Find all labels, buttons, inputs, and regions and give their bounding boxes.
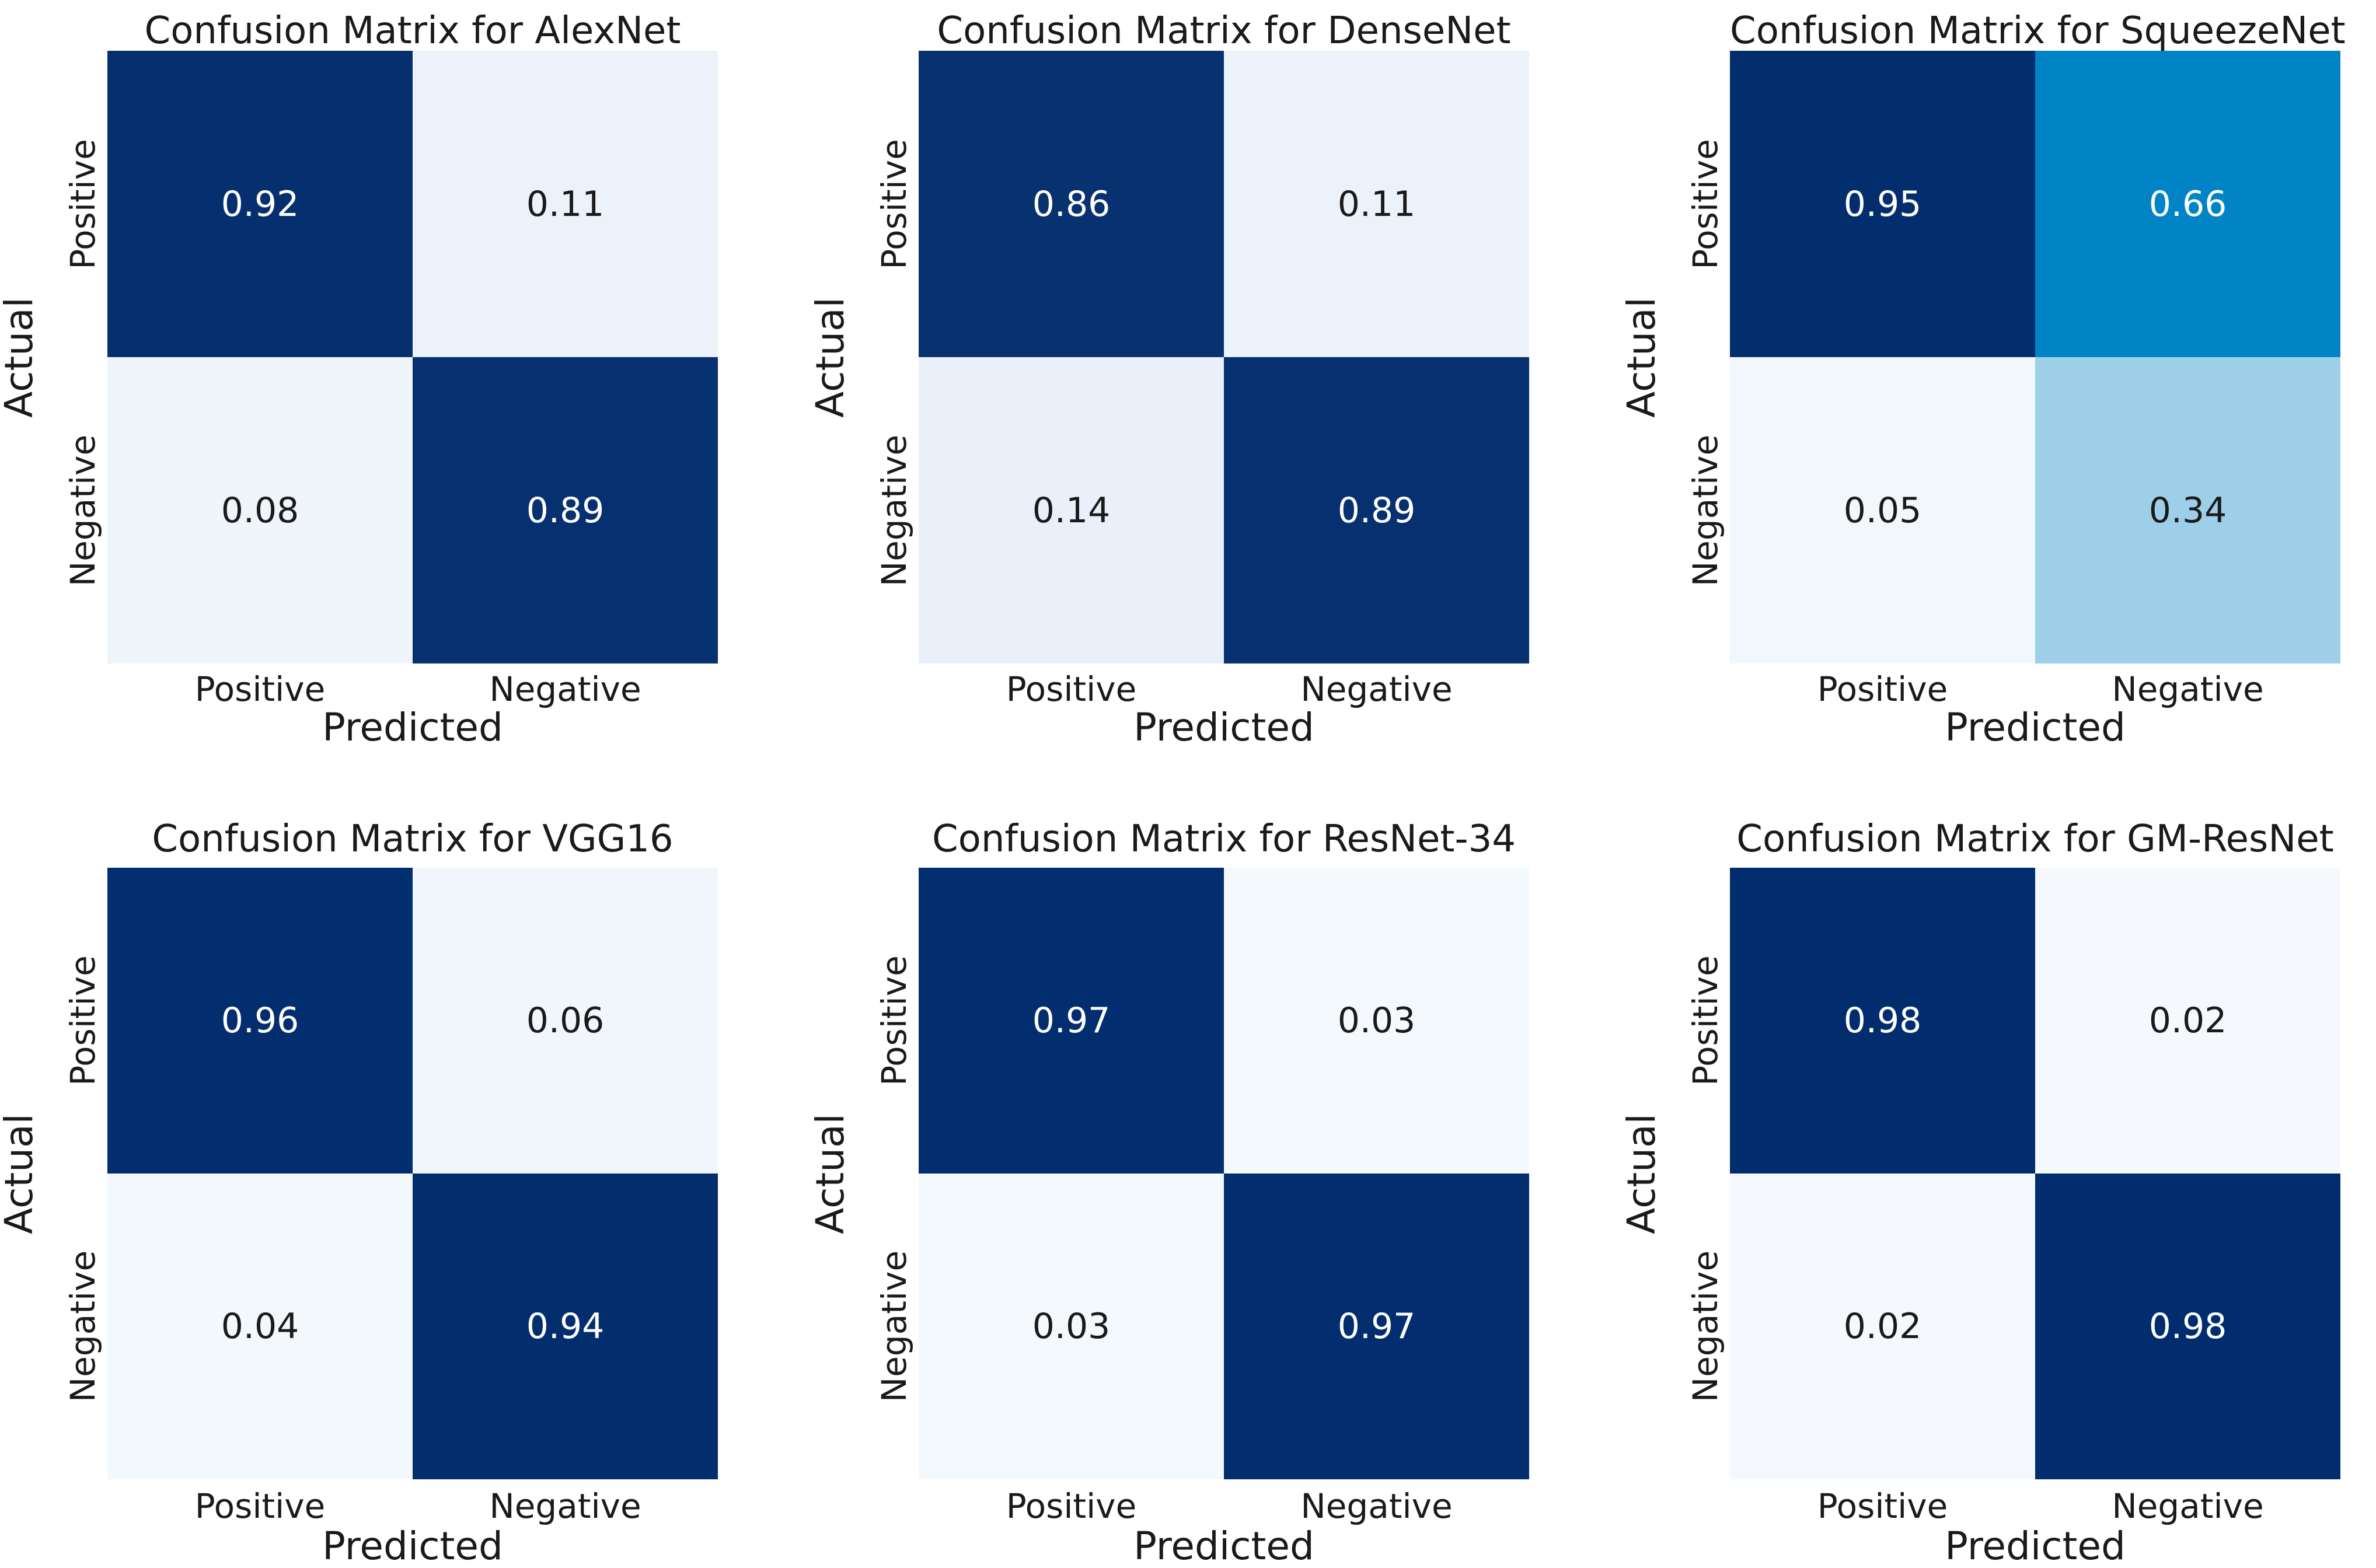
y-tick-positive: Positive [63,955,103,1086]
y-axis-label: Actual [1618,296,1664,418]
cell-neg-neg: 0.98 [2035,1174,2340,1479]
x-axis-ticks: Positive Negative [107,671,718,707]
cell-pos-pos: 0.96 [107,868,413,1174]
y-axis-label: Actual [0,1113,41,1234]
cell-pos-pos: 0.86 [919,51,1224,357]
x-tick-positive: Positive [1006,669,1137,709]
x-axis-ticks: Positive Negative [919,1488,1529,1524]
subplot-title: Confusion Matrix for DenseNet [937,9,1511,53]
y-axis-ticks: Positive Negative [873,51,915,663]
heatmap-grid: 0.86 0.11 0.14 0.89 [919,51,1529,663]
y-tick-negative: Negative [63,1250,103,1403]
y-tick-negative: Negative [1686,1250,1726,1403]
y-tick-positive: Positive [63,138,103,270]
y-axis-ticks: Positive Negative [62,51,104,663]
cell-pos-neg: 0.66 [2035,51,2340,357]
heatmap-grid: 0.96 0.06 0.04 0.94 [107,868,718,1479]
subplot-title: Confusion Matrix for ResNet-34 [931,818,1516,861]
subplot-vgg16: Confusion Matrix for VGG16 Actual Positi… [0,784,792,1568]
subplot-alexnet: Confusion Matrix for AlexNet Actual Posi… [0,0,792,784]
y-axis-label: Actual [1618,1113,1664,1234]
heatmap-grid: 0.98 0.02 0.02 0.98 [1730,868,2340,1479]
cell-pos-pos: 0.95 [1730,51,2035,357]
x-axis-label: Predicted [1945,705,2126,750]
subplot-title: Confusion Matrix for GM-ResNet [1736,818,2334,861]
cell-neg-neg: 0.97 [1224,1174,1529,1479]
x-axis-ticks: Positive Negative [1730,1488,2340,1524]
y-tick-negative: Negative [1686,434,1726,586]
heatmap-grid: 0.97 0.03 0.03 0.97 [919,868,1529,1479]
y-axis-ticks: Positive Negative [1684,868,1726,1479]
cell-pos-pos: 0.98 [1730,868,2035,1174]
cell-pos-neg: 0.06 [413,868,718,1174]
y-axis-label: Actual [807,1113,853,1234]
cell-neg-neg: 0.94 [413,1174,718,1479]
subplot-gm-resnet: Confusion Matrix for GM-ResNet Actual Po… [1619,784,2376,1568]
cell-pos-pos: 0.97 [919,868,1224,1174]
y-axis-ticks: Positive Negative [62,868,104,1479]
y-axis-label: Actual [807,296,853,418]
y-tick-positive: Positive [1686,955,1725,1086]
x-tick-negative: Negative [1300,1486,1453,1526]
subplot-title: Confusion Matrix for SqueezeNet [1730,9,2346,53]
x-axis-label: Predicted [322,705,503,750]
x-axis-label: Predicted [1133,1524,1314,1568]
cell-pos-neg: 0.11 [1224,51,1529,357]
x-tick-negative: Negative [2112,1486,2264,1526]
x-axis-ticks: Positive Negative [107,1488,718,1524]
x-tick-positive: Positive [1817,669,1948,709]
y-tick-positive: Positive [874,138,914,270]
x-axis-label: Predicted [322,1524,503,1568]
x-axis-ticks: Positive Negative [919,671,1529,707]
x-axis-ticks: Positive Negative [1730,671,2340,707]
subplot-squeezenet: Confusion Matrix for SqueezeNet Actual P… [1619,0,2376,784]
y-tick-negative: Negative [63,434,103,586]
x-tick-positive: Positive [1006,1486,1137,1526]
x-tick-positive: Positive [1817,1486,1948,1526]
y-tick-negative: Negative [874,1250,915,1403]
subplot-resnet-34: Confusion Matrix for ResNet-34 Actual Po… [808,784,1603,1568]
x-tick-negative: Negative [489,1486,641,1526]
cell-neg-pos: 0.05 [1730,357,2035,663]
cell-pos-neg: 0.03 [1224,868,1529,1174]
cell-neg-pos: 0.02 [1730,1174,2035,1479]
x-axis-label: Predicted [1133,705,1314,750]
heatmap-grid: 0.92 0.11 0.08 0.89 [107,51,718,663]
x-tick-negative: Negative [2112,669,2264,709]
y-axis-ticks: Positive Negative [873,868,915,1479]
y-axis-ticks: Positive Negative [1684,51,1726,663]
y-tick-negative: Negative [874,434,915,586]
cell-pos-neg: 0.02 [2035,868,2340,1174]
cell-neg-pos: 0.08 [107,357,413,663]
cell-neg-neg: 0.89 [1224,357,1529,663]
cell-neg-pos: 0.14 [919,357,1224,663]
x-tick-negative: Negative [489,669,641,709]
cell-neg-pos: 0.04 [107,1174,413,1479]
x-tick-positive: Positive [194,669,326,709]
y-tick-positive: Positive [874,955,914,1086]
cell-neg-neg: 0.89 [413,357,718,663]
y-axis-label: Actual [0,296,41,418]
x-tick-positive: Positive [194,1486,326,1526]
subplot-title: Confusion Matrix for AlexNet [144,9,681,53]
cell-neg-neg: 0.34 [2035,357,2340,663]
x-axis-label: Predicted [1945,1524,2126,1568]
y-tick-positive: Positive [1686,138,1725,270]
cell-pos-neg: 0.11 [413,51,718,357]
cell-neg-pos: 0.03 [919,1174,1224,1479]
heatmap-grid: 0.95 0.66 0.05 0.34 [1730,51,2340,663]
cell-pos-pos: 0.92 [107,51,413,357]
x-tick-negative: Negative [1300,669,1453,709]
subplot-title: Confusion Matrix for VGG16 [152,818,674,861]
subplot-densenet: Confusion Matrix for DenseNet Actual Pos… [808,0,1603,784]
